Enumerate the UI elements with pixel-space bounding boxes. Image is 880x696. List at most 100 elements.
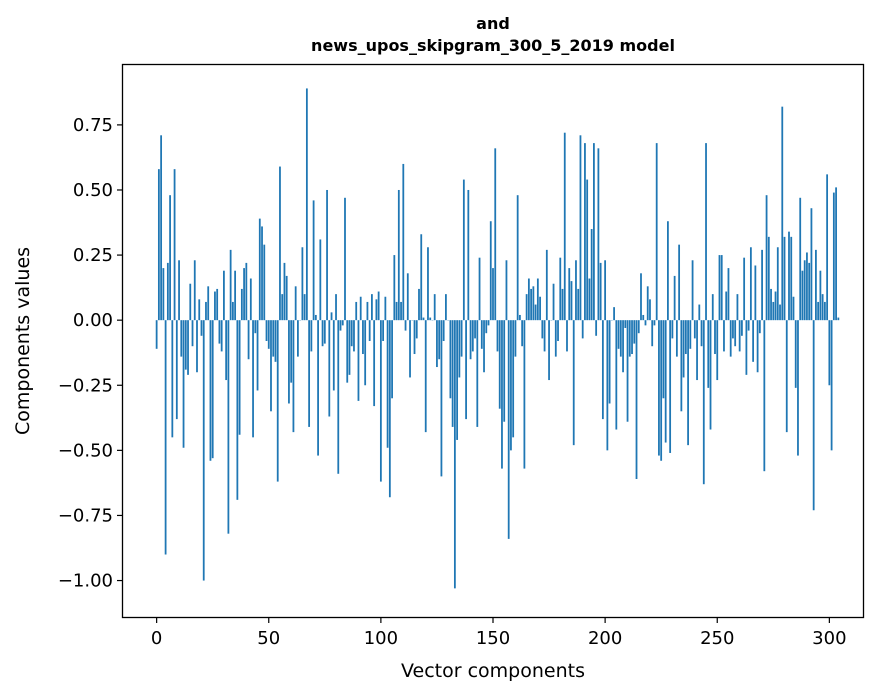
bar: [364, 320, 367, 386]
y-tick-label: −0.50: [58, 440, 113, 461]
bar: [698, 304, 701, 321]
bar: [579, 135, 582, 321]
bar: [691, 260, 694, 321]
bar: [680, 320, 683, 412]
bar: [568, 268, 571, 321]
bar: [420, 234, 423, 321]
bar: [536, 278, 539, 321]
bar: [319, 239, 322, 321]
bar: [723, 320, 725, 352]
bar: [684, 320, 687, 355]
bar: [469, 320, 472, 360]
bar: [476, 320, 479, 427]
bar: [256, 320, 259, 391]
bar: [173, 169, 176, 321]
bar: [494, 148, 497, 321]
bar: [328, 320, 331, 417]
bar: [375, 299, 378, 321]
bar: [483, 320, 485, 373]
bar: [229, 249, 232, 321]
bar: [799, 197, 802, 321]
bar: [776, 247, 779, 321]
bar: [581, 320, 584, 339]
plot-frame: [121, 63, 865, 619]
y-tick-label: −1.00: [58, 571, 113, 592]
bar: [200, 320, 203, 336]
bar: [397, 189, 400, 321]
bar: [720, 255, 723, 321]
bar: [752, 320, 755, 362]
bar: [559, 257, 562, 321]
bar: [770, 288, 772, 321]
bar: [501, 320, 503, 469]
bar: [606, 320, 609, 451]
bar: [283, 262, 286, 321]
bar: [382, 320, 385, 341]
bar: [519, 314, 521, 321]
bar: [196, 320, 198, 373]
bar: [774, 291, 777, 321]
bar: [729, 320, 732, 357]
bar: [510, 320, 512, 451]
bar: [534, 304, 537, 321]
bar: [642, 314, 645, 321]
bar: [171, 320, 174, 438]
bar: [532, 286, 535, 321]
bar: [828, 320, 831, 386]
bar: [608, 320, 611, 404]
bar: [261, 226, 263, 321]
bar: [554, 320, 557, 357]
bar: [285, 275, 288, 321]
bar: [214, 291, 216, 321]
bar: [644, 320, 647, 326]
bar: [794, 320, 797, 388]
bar: [160, 135, 163, 321]
bar: [223, 270, 225, 321]
bar: [368, 320, 371, 341]
bar: [355, 301, 358, 321]
bar: [689, 320, 692, 349]
bar: [270, 320, 272, 412]
bar: [749, 247, 752, 321]
bar: [422, 317, 425, 321]
bar: [543, 320, 546, 352]
bar: [635, 320, 638, 479]
bar: [252, 320, 254, 438]
bar: [231, 301, 234, 321]
bar: [613, 307, 615, 321]
bar: [521, 320, 524, 347]
bar: [572, 320, 575, 446]
bar: [418, 288, 420, 321]
bar: [353, 320, 355, 352]
bar: [453, 320, 456, 589]
bar: [785, 320, 788, 433]
bar: [393, 255, 396, 321]
bar: [474, 320, 476, 339]
bar: [743, 257, 746, 321]
bar: [402, 163, 405, 321]
bar: [815, 249, 817, 321]
bar: [335, 294, 337, 321]
bar: [409, 320, 411, 378]
bar: [202, 320, 205, 581]
bar: [808, 262, 811, 321]
bar: [247, 320, 250, 360]
bar: [485, 320, 488, 334]
bar: [817, 301, 820, 321]
bar: [205, 301, 207, 321]
bar: [597, 148, 600, 321]
bar: [187, 320, 189, 375]
bar: [649, 299, 651, 321]
bar: [705, 143, 707, 321]
bar: [557, 320, 559, 341]
bar: [290, 320, 293, 383]
bar: [238, 320, 241, 435]
chart-title-line-2: news_upos_skipgram_300_5_2019 model: [311, 36, 675, 55]
bar: [191, 320, 194, 347]
bar: [166, 262, 169, 321]
bar: [225, 320, 228, 381]
bar: [570, 281, 573, 321]
bar: [678, 244, 681, 321]
x-tick-label: 50: [257, 628, 280, 649]
